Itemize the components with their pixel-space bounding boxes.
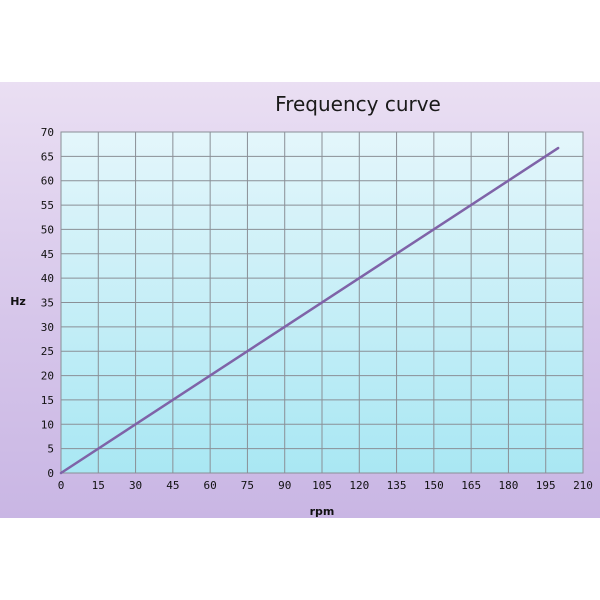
x-tick-label: 75: [241, 479, 254, 492]
y-tick-label: 35: [41, 297, 54, 310]
x-tick-label: 210: [573, 479, 593, 492]
y-tick-label: 55: [41, 199, 54, 212]
x-tick-label: 180: [498, 479, 518, 492]
chart-panel: Frequency curve 0 15 30 45 60 75 90 105 120 135 15…: [0, 82, 600, 518]
frequency-chart: Frequency curve 0 15 30 45 60 75 90 105 120 135 15…: [10, 92, 593, 518]
x-tick-label: 120: [349, 479, 369, 492]
series-line-0: [59, 146, 560, 475]
x-tick-label: 45: [166, 479, 179, 492]
y-tick-label: 20: [41, 370, 54, 383]
y-tick-label: 5: [47, 443, 54, 456]
x-tick-label: 90: [278, 479, 291, 492]
chart-title: Frequency curve: [275, 92, 441, 116]
x-tick-label: 15: [92, 479, 105, 492]
x-tick-label: 135: [387, 479, 407, 492]
y-tick-label: 65: [41, 150, 54, 163]
x-tick-label: 105: [312, 479, 332, 492]
tick-labels: 0 15 30 45 60 75 90 105 120 135 150 165 180 195 210 0 5 1…: [41, 126, 593, 492]
y-tick-label: 70: [41, 126, 54, 139]
x-tick-label: 195: [536, 479, 556, 492]
x-tick-label: 165: [461, 479, 481, 492]
y-tick-label: 0: [47, 467, 54, 480]
x-tick-label: 60: [204, 479, 217, 492]
y-tick-label: 40: [41, 272, 54, 285]
y-tick-label: 10: [41, 418, 54, 431]
x-axis-label: rpm: [310, 505, 335, 518]
y-tick-label: 60: [41, 175, 54, 188]
y-tick-label: 30: [41, 321, 54, 334]
grid: [60, 131, 584, 474]
x-tick-label: 0: [58, 479, 65, 492]
y-tick-label: 15: [41, 394, 54, 407]
y-axis-label: Hz: [10, 295, 26, 308]
x-tick-label: 30: [129, 479, 142, 492]
y-tick-label: 45: [41, 248, 54, 261]
y-tick-label: 50: [41, 223, 54, 236]
series-layer: [59, 146, 560, 475]
x-tick-label: 150: [424, 479, 444, 492]
y-tick-label: 25: [41, 345, 54, 358]
